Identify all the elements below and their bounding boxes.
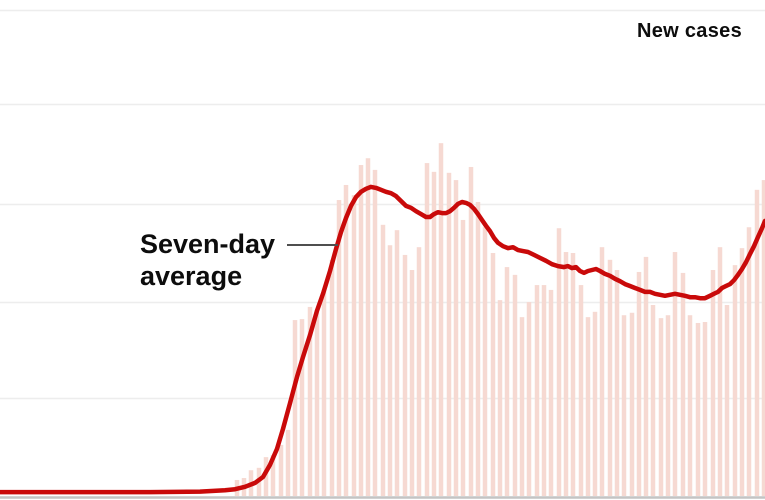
seven-day-average-label-line1: Seven-day <box>140 229 276 259</box>
annotation-connector-line <box>287 244 338 246</box>
chart-title: New cases <box>637 20 742 42</box>
seven-day-average-label: Seven-day average <box>140 228 275 292</box>
seven-day-average-label-line2: average <box>140 261 243 291</box>
